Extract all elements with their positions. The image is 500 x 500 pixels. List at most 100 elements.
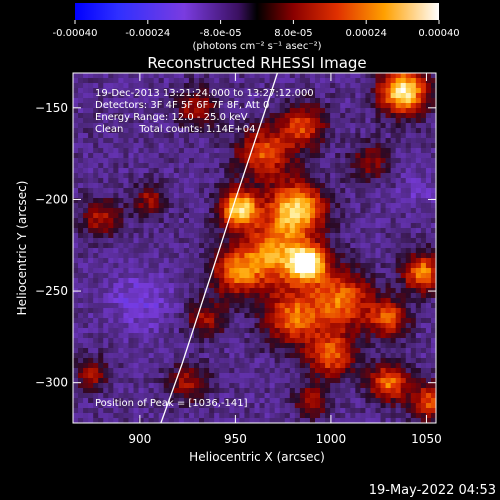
- heatmap-cell: [365, 363, 372, 369]
- heatmap-cell: [168, 308, 175, 314]
- heatmap-cell: [294, 143, 301, 149]
- heatmap-cell: [234, 173, 240, 179]
- heatmap-cell: [118, 403, 125, 409]
- heatmap-cell: [153, 293, 160, 299]
- heatmap-cell: [294, 273, 301, 279]
- heatmap-cell: [269, 398, 276, 404]
- heatmap-cell: [83, 178, 89, 184]
- heatmap-cell: [365, 343, 372, 349]
- heatmap-cell: [108, 368, 114, 374]
- heatmap-cell: [178, 153, 185, 159]
- heatmap-cell: [98, 243, 104, 249]
- heatmap-cell: [264, 383, 271, 389]
- heatmap-cell: [370, 358, 377, 364]
- heatmap-cell: [148, 253, 155, 259]
- heatmap-cell: [199, 313, 205, 319]
- heatmap-cell: [73, 118, 79, 124]
- heatmap-cell: [355, 403, 361, 409]
- heatmap-cell: [143, 128, 150, 134]
- heatmap-cell: [360, 408, 367, 414]
- heatmap-cell: [168, 373, 175, 379]
- heatmap-cell: [98, 153, 104, 159]
- heatmap-cell: [98, 258, 104, 264]
- heatmap-cell: [365, 83, 372, 89]
- heatmap-cell: [365, 303, 372, 309]
- heatmap-cell: [320, 413, 326, 419]
- heatmap-cell: [103, 223, 109, 229]
- heatmap-cell: [274, 218, 281, 224]
- heatmap-cell: [360, 113, 367, 119]
- heatmap-cell: [269, 313, 276, 319]
- heatmap-cell: [103, 243, 109, 249]
- heatmap-cell: [365, 413, 372, 419]
- heatmap-cell: [350, 188, 356, 194]
- heatmap-cell: [93, 198, 99, 204]
- heatmap-cell: [188, 318, 195, 324]
- heatmap-cell: [269, 123, 276, 129]
- heatmap-cell: [188, 83, 195, 89]
- heatmap-cell: [148, 83, 155, 89]
- heatmap-cell: [330, 333, 336, 339]
- heatmap-cell: [304, 293, 311, 299]
- heatmap-cell: [330, 378, 336, 384]
- heatmap-cell: [128, 133, 135, 139]
- heatmap-cell: [269, 283, 276, 289]
- heatmap-cell: [365, 273, 372, 279]
- heatmap-cell: [163, 198, 170, 204]
- heatmap-cell: [254, 313, 261, 319]
- heatmap-cell: [345, 193, 351, 199]
- heatmap-cell: [370, 123, 377, 129]
- heatmap-cell: [103, 108, 109, 114]
- heatmap-cell: [299, 278, 306, 284]
- heatmap-cell: [365, 248, 372, 254]
- heatmap-cell: [400, 128, 407, 134]
- heatmap-cell: [405, 328, 412, 334]
- heatmap-cell: [123, 318, 130, 324]
- heatmap-cell: [345, 223, 351, 229]
- heatmap-cell: [153, 183, 160, 189]
- heatmap-cell: [294, 123, 301, 129]
- heatmap-cell: [194, 188, 200, 194]
- heatmap-cell: [73, 378, 79, 384]
- heatmap-cell: [340, 93, 346, 99]
- heatmap-cell: [158, 98, 165, 104]
- heatmap-cell: [143, 348, 150, 354]
- heatmap-cell: [289, 248, 296, 254]
- heatmap-cell: [325, 133, 331, 139]
- heatmap-cell: [315, 348, 321, 354]
- heatmap-cell: [158, 283, 165, 289]
- heatmap-cell: [345, 158, 351, 164]
- heatmap-cell: [88, 418, 94, 423]
- heatmap-cell: [259, 293, 266, 299]
- heatmap-cell: [425, 338, 432, 344]
- heatmap-cell: [123, 413, 130, 419]
- heatmap-cell: [244, 398, 251, 404]
- heatmap-cell: [118, 343, 125, 349]
- heatmap-cell: [264, 93, 271, 99]
- heatmap-cell: [153, 168, 160, 174]
- heatmap-cell: [430, 223, 436, 229]
- heatmap-cell: [173, 238, 180, 244]
- heatmap-cell: [113, 78, 119, 84]
- heatmap-cell: [320, 218, 326, 224]
- heatmap-cell: [108, 198, 114, 204]
- heatmap-cell: [194, 303, 200, 309]
- heatmap-cell: [128, 243, 135, 249]
- heatmap-cell: [143, 393, 150, 399]
- heatmap-cell: [183, 123, 190, 129]
- heatmap-cell: [400, 298, 407, 304]
- heatmap-cell: [274, 273, 281, 279]
- heatmap-cell: [128, 393, 135, 399]
- heatmap-cell: [335, 358, 341, 364]
- heatmap-cell: [254, 98, 261, 104]
- heatmap-cell: [405, 153, 412, 159]
- heatmap-cell: [108, 323, 114, 329]
- heatmap-cell: [254, 103, 261, 109]
- heatmap-cell: [410, 413, 417, 419]
- heatmap-cell: [209, 158, 215, 164]
- heatmap-cell: [375, 263, 382, 269]
- heatmap-cell: [118, 198, 125, 204]
- heatmap-cell: [178, 183, 185, 189]
- heatmap-cell: [199, 163, 205, 169]
- heatmap-cell: [133, 213, 140, 219]
